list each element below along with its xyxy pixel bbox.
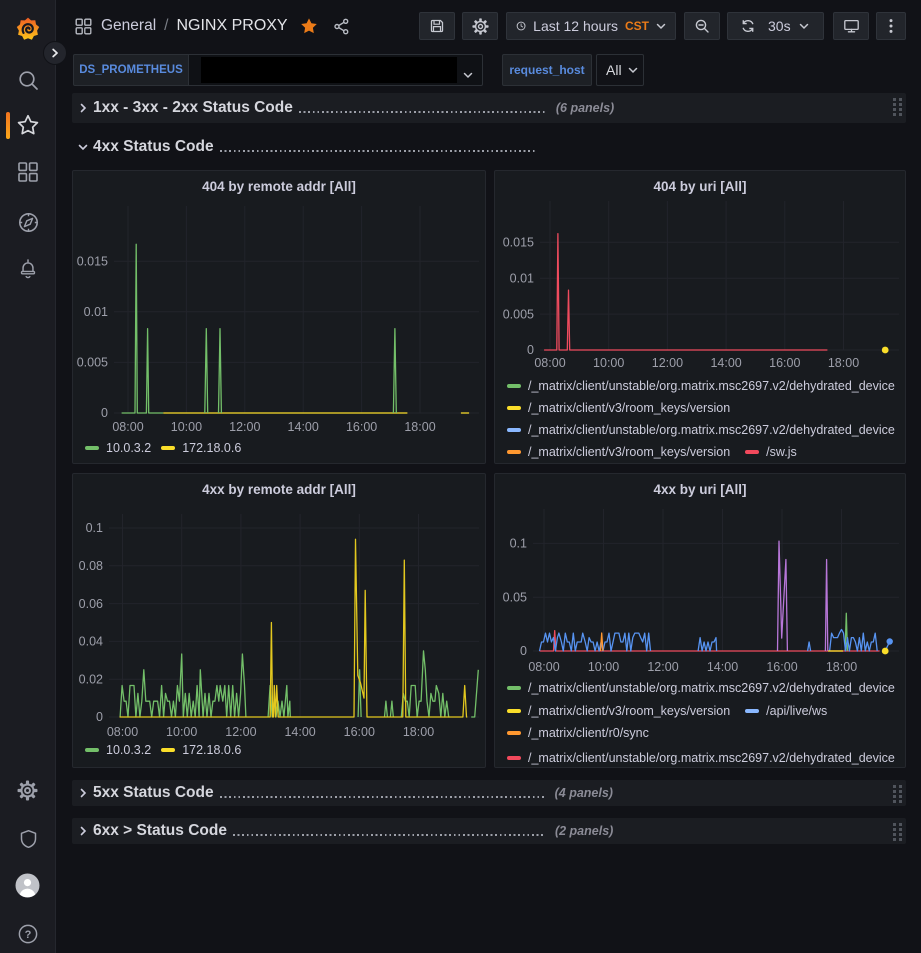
svg-text:0.02: 0.02 <box>79 672 103 686</box>
svg-text:08:00: 08:00 <box>534 356 565 370</box>
svg-text:12:00: 12:00 <box>229 420 260 434</box>
svg-text:12:00: 12:00 <box>647 660 678 674</box>
svg-text:0.1: 0.1 <box>510 537 527 551</box>
svg-text:14:00: 14:00 <box>284 725 315 739</box>
svg-text:0.1: 0.1 <box>86 521 103 535</box>
svg-text:18:00: 18:00 <box>404 420 435 434</box>
svg-text:14:00: 14:00 <box>288 420 319 434</box>
svg-text:16:00: 16:00 <box>769 356 800 370</box>
svg-text:0.04: 0.04 <box>79 635 103 649</box>
svg-text:12:00: 12:00 <box>225 725 256 739</box>
svg-text:?: ? <box>25 929 32 941</box>
svg-text:0.005: 0.005 <box>503 307 534 321</box>
svg-text:16:00: 16:00 <box>766 660 797 674</box>
svg-text:0.005: 0.005 <box>77 356 108 370</box>
svg-text:0.01: 0.01 <box>84 305 108 319</box>
svg-text:10:00: 10:00 <box>166 725 197 739</box>
svg-text:18:00: 18:00 <box>828 356 859 370</box>
svg-text:14:00: 14:00 <box>707 660 738 674</box>
svg-text:10:00: 10:00 <box>588 660 619 674</box>
svg-text:14:00: 14:00 <box>710 356 741 370</box>
svg-text:10:00: 10:00 <box>593 356 624 370</box>
svg-text:08:00: 08:00 <box>112 420 143 434</box>
svg-text:10:00: 10:00 <box>171 420 202 434</box>
svg-text:16:00: 16:00 <box>346 420 377 434</box>
svg-text:0.08: 0.08 <box>79 559 103 573</box>
svg-text:12:00: 12:00 <box>652 356 683 370</box>
svg-text:0.06: 0.06 <box>79 597 103 611</box>
svg-text:0.05: 0.05 <box>503 590 527 604</box>
svg-text:0.01: 0.01 <box>510 271 534 285</box>
svg-text:08:00: 08:00 <box>528 660 559 674</box>
svg-text:0: 0 <box>101 406 108 420</box>
svg-text:0: 0 <box>527 343 534 357</box>
svg-text:18:00: 18:00 <box>403 725 434 739</box>
svg-text:0: 0 <box>520 644 527 658</box>
svg-text:0: 0 <box>96 710 103 724</box>
svg-text:0.015: 0.015 <box>503 236 534 250</box>
svg-text:18:00: 18:00 <box>826 660 857 674</box>
svg-text:0.015: 0.015 <box>77 254 108 268</box>
svg-text:16:00: 16:00 <box>344 725 375 739</box>
svg-text:08:00: 08:00 <box>107 725 138 739</box>
